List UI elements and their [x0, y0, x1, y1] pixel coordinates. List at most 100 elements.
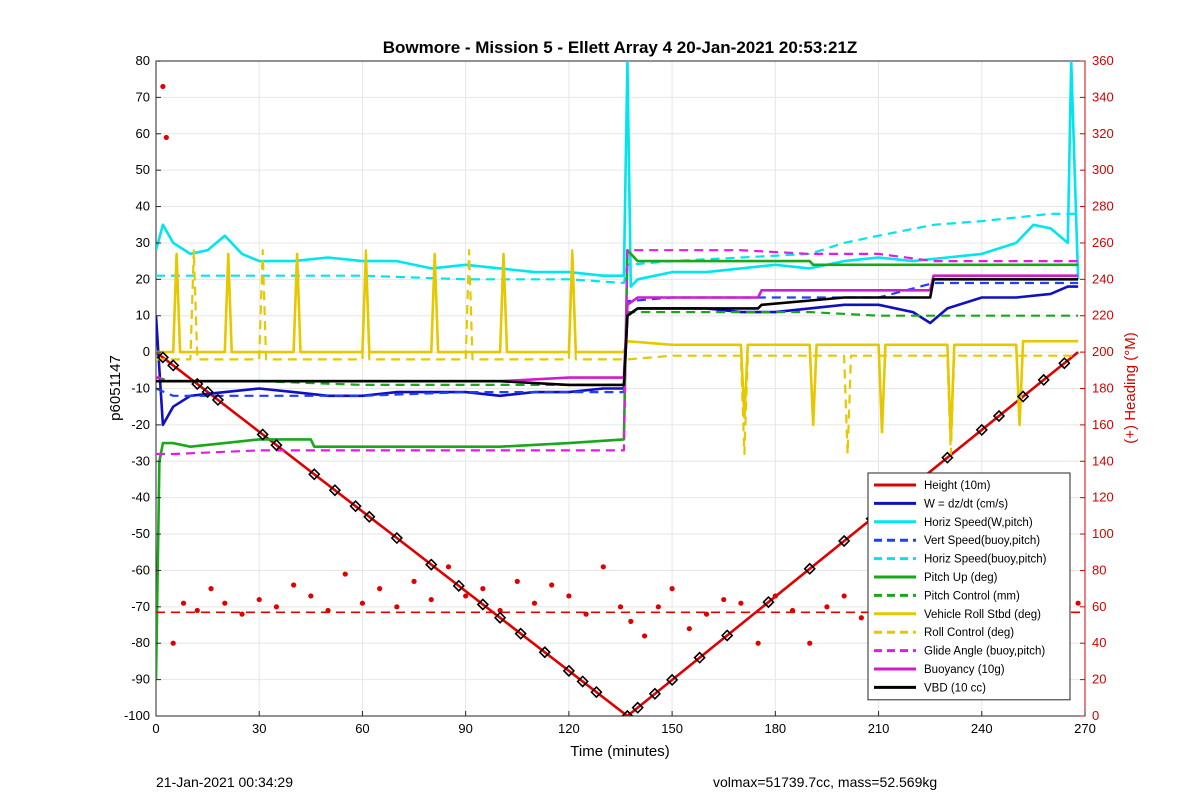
series-line-pitch-up-deg [156, 248, 1079, 680]
heading-point [858, 615, 864, 621]
tick-label-right: 140 [1092, 453, 1114, 468]
heading-point [755, 640, 761, 646]
tick-label-left: 0 [143, 344, 150, 359]
heading-point [480, 586, 486, 592]
heading-point [669, 586, 675, 592]
waypoint-marker [621, 709, 634, 716]
legend-box [867, 472, 1071, 701]
tick-label-right: 300 [1092, 162, 1114, 177]
series-line-vehicle-roll-stbd-deg [156, 252, 1079, 441]
tick-label-left: -30 [131, 453, 150, 468]
waypoint-marker [270, 438, 283, 452]
y-axis-label-right: (+) Heading (°M) [1122, 332, 1139, 443]
ticks-right: 0 20 40 60 80 100 120 140 160 180 200 220 240 260 280 3… [1080, 53, 1114, 723]
tick-label-right: 80 [1092, 562, 1106, 577]
x-axis-label: Time (minutes) [570, 743, 669, 760]
heading-point [273, 604, 280, 610]
tick-label-left: 60 [136, 126, 150, 141]
waypoint-marker [648, 687, 662, 700]
waypoint-marker [992, 409, 1006, 423]
tick-label-x: 60 [355, 721, 369, 736]
tick-label-left: 70 [136, 89, 150, 104]
tick-label-right: 360 [1092, 53, 1114, 68]
tick-label-left: -10 [131, 381, 150, 396]
series-line-horiz-speed-buoy-pitch [156, 212, 1079, 285]
legend-label-roll-control-deg: Roll Control (deg) [924, 627, 1014, 639]
legend-label-vbd-10-cc: VBD (10 cc) [924, 682, 986, 694]
waypoint-marker [538, 646, 551, 659]
legend-label-pitch-up-deg: Pitch Up (deg) [924, 572, 998, 584]
footer-timestamp: 21-Jan-2021 00:34:29 [156, 774, 293, 790]
heading-point [655, 604, 661, 610]
series-line-vbd-10-cc [156, 277, 1079, 387]
heading-point [514, 578, 520, 584]
waypoint-marker [167, 359, 180, 372]
heading-point [170, 640, 176, 646]
heading-point [531, 600, 538, 606]
waypoint-marker [256, 428, 269, 441]
tick-label-left: 50 [136, 162, 150, 177]
heading-point [377, 586, 383, 592]
waypoint-marker [941, 451, 954, 464]
waypoint-marker [590, 685, 603, 699]
legend-label-buoyancy-10g: Buoyancy (10g) [924, 664, 1005, 676]
heading-point [641, 633, 648, 639]
heading-point [239, 611, 245, 617]
tick-label-right: 60 [1092, 599, 1106, 614]
chart-title: Bowmore - Mission 5 - Ellett Array 4 20-… [383, 38, 858, 57]
waypoint-marker [721, 629, 734, 642]
waypoint-marker [493, 611, 507, 624]
heading-point [222, 600, 228, 606]
tick-label-left: -40 [131, 490, 150, 505]
heading-point [194, 607, 200, 614]
heading-point [208, 586, 214, 592]
heading-point [342, 571, 348, 577]
waypoint-marker [308, 468, 321, 481]
tick-label-right: 160 [1092, 417, 1114, 432]
waypoint-marker [803, 562, 816, 575]
legend-label-glide-angle-buoy-pitch: Glide Angle (buoy,pitch) [924, 646, 1045, 658]
tick-label-x: 90 [458, 721, 472, 736]
waypoint-marker [349, 500, 362, 513]
waypoint-marker [693, 651, 706, 664]
tick-label-right: 320 [1092, 126, 1114, 141]
heading-point [617, 604, 624, 610]
waypoint-marker [1058, 357, 1071, 370]
waypoint-marker [665, 673, 679, 687]
legend-label-vert-speed-buoy-pitch: Vert Speed(buoy,pitch) [924, 535, 1040, 547]
y-axis-label-left: p6051147 [107, 355, 124, 421]
heading-point [256, 596, 262, 603]
legend-label-horiz-speed-w-pitch: Horiz Speed(W,pitch) [924, 517, 1033, 529]
waypoint-marker [211, 393, 225, 407]
heading-point [738, 600, 744, 606]
heading-point [394, 604, 400, 610]
heading-point [686, 626, 692, 632]
heading-point [163, 134, 169, 141]
waypoint-marker [156, 351, 170, 364]
heading-point [807, 640, 813, 646]
heading-point [308, 593, 314, 599]
footer-volmax-mass: volmax=51739.7cc, mass=52.569kg [713, 774, 938, 790]
waypoint-marker [476, 598, 490, 611]
heading-point [180, 600, 187, 606]
waypoint-marker [562, 664, 576, 677]
tick-label-left: 10 [136, 308, 150, 323]
waypoint-marker [975, 423, 988, 437]
waypoint-marker [1016, 390, 1030, 403]
tick-label-left: -100 [124, 708, 150, 723]
tick-label-left: 30 [136, 235, 150, 250]
tick-label-left: 80 [136, 53, 150, 68]
legend-label-height-10m: Height (10m) [924, 480, 991, 492]
tick-label-right: 180 [1092, 381, 1114, 396]
heading-point [772, 593, 778, 599]
tick-label-right: 20 [1092, 672, 1106, 687]
tick-label-right: 40 [1092, 635, 1106, 650]
tick-label-left: -80 [131, 635, 150, 650]
tick-label-right: 240 [1092, 271, 1114, 286]
tick-label-left: -50 [131, 526, 150, 541]
heading-point [291, 582, 297, 588]
tick-label-x: 0 [152, 721, 159, 736]
series-line-horiz-speed-w-pitch [156, 61, 1080, 288]
tick-label-left: 20 [136, 271, 150, 286]
tick-label-left: -20 [131, 417, 150, 432]
